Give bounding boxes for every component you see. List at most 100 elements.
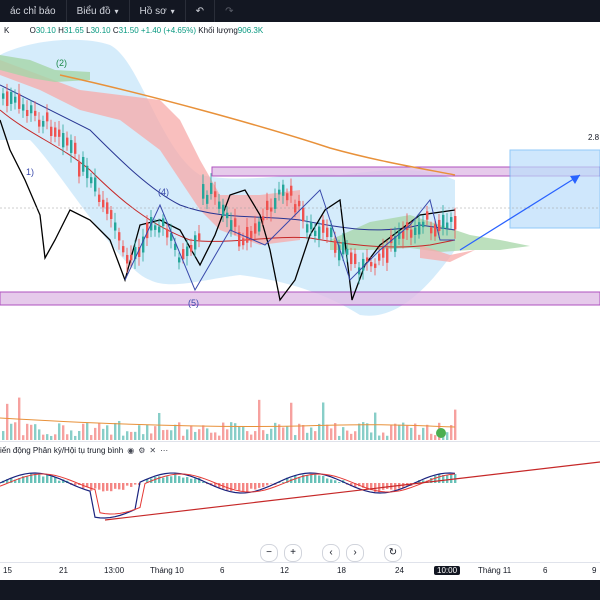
macd-histogram-bar xyxy=(126,483,129,486)
moving-average-lines xyxy=(0,74,600,302)
candle-body xyxy=(406,222,409,231)
eye-icon[interactable]: ◉ xyxy=(127,446,135,455)
low-label: L xyxy=(86,26,91,35)
volume-bar xyxy=(306,432,309,440)
volume-bar xyxy=(354,431,357,440)
volume-bar xyxy=(22,435,25,440)
volume-bar xyxy=(14,422,17,440)
macd-histogram-bar xyxy=(2,480,5,483)
volume-bar xyxy=(438,422,441,440)
candle-body xyxy=(266,200,269,210)
redo-button[interactable]: ↷ xyxy=(215,0,243,22)
candle-body xyxy=(270,207,273,212)
settings-icon[interactable]: ⚙ xyxy=(138,446,146,455)
volume-bar xyxy=(118,420,121,440)
macd-histogram-bar xyxy=(310,474,313,483)
macd-histogram-bar xyxy=(250,483,253,489)
volume-bar xyxy=(102,428,105,440)
volume-bar xyxy=(134,431,137,440)
undo-button[interactable]: ↶ xyxy=(186,0,216,22)
volume-bar xyxy=(50,435,53,440)
candle-body xyxy=(322,219,325,233)
volume-bar xyxy=(154,426,157,440)
indicators-menu[interactable]: ác chỉ báo xyxy=(0,0,67,22)
macd-histogram-bar xyxy=(334,480,337,483)
macd-histogram-bar xyxy=(394,483,397,492)
cloud-red xyxy=(0,60,300,245)
macd-histogram-bar xyxy=(134,483,137,485)
macd-histogram-bar xyxy=(282,482,285,483)
more-icon[interactable]: ⋯ xyxy=(160,446,169,455)
volume-bar xyxy=(346,430,349,440)
candle-body xyxy=(146,222,149,239)
volume-bar xyxy=(66,434,69,440)
macd-histogram-bar xyxy=(226,483,229,491)
candle-body xyxy=(2,93,5,99)
profile-menu[interactable]: Hồ sơ ▾ xyxy=(130,0,186,22)
candle-body xyxy=(342,242,345,255)
low-value: 30.10 xyxy=(90,26,111,35)
macd-histogram-bar xyxy=(210,483,213,486)
macd-histogram-bar xyxy=(130,483,133,487)
macd-histogram-bar xyxy=(98,483,101,490)
chart-menu[interactable]: Biểu đồ ▾ xyxy=(67,0,130,22)
candle-body xyxy=(18,93,21,109)
candle-body xyxy=(54,127,57,137)
redo-icon: ↷ xyxy=(225,5,234,17)
candle-body xyxy=(58,129,61,137)
macd-histogram-bar xyxy=(102,483,105,492)
macd-histogram-bar xyxy=(358,483,361,487)
volume-bar xyxy=(110,434,113,440)
macd-histogram-bar xyxy=(414,482,417,483)
volume-bar xyxy=(322,402,325,440)
volume-bar xyxy=(282,427,285,440)
macd-histogram-bar xyxy=(14,479,17,483)
candle-body xyxy=(350,252,353,265)
volume-bar xyxy=(286,426,289,440)
candle-body xyxy=(22,104,25,111)
volume-bar xyxy=(398,424,401,440)
high-label: H xyxy=(58,26,64,35)
forecast-arrow xyxy=(459,174,581,251)
panel-divider[interactable] xyxy=(0,441,600,442)
macd-histogram-bar xyxy=(30,473,33,483)
candle-body xyxy=(254,223,257,234)
candle-body xyxy=(6,91,9,106)
volume-bar xyxy=(302,424,305,440)
macd-histogram-bar xyxy=(150,478,153,483)
candle-body xyxy=(62,132,65,148)
volume-bar xyxy=(30,424,33,440)
volume-bar xyxy=(218,435,221,440)
candle-body xyxy=(390,235,393,244)
macd-histogram-bar xyxy=(446,475,449,483)
macd-histogram-bar xyxy=(350,483,353,487)
reset-chart-button[interactable]: ↻ xyxy=(384,544,402,562)
zoom-in-button[interactable]: + xyxy=(284,544,302,562)
macd-histogram-bar xyxy=(18,478,21,483)
scroll-left-button[interactable]: ‹ xyxy=(322,544,340,562)
undo-icon: ↶ xyxy=(195,5,205,17)
time-axis[interactable]: 15 21 13:00 Tháng 10 6 12 18 24 10:00 Th… xyxy=(0,564,600,578)
volume-bar xyxy=(42,434,45,440)
candle-body xyxy=(86,165,89,179)
scroll-right-button[interactable]: › xyxy=(346,544,364,562)
volume-bar xyxy=(90,435,93,440)
cloud-green xyxy=(330,215,530,252)
candle-body xyxy=(230,220,233,231)
volume-bars xyxy=(0,397,457,440)
macd-histogram-bar xyxy=(246,483,249,493)
volume-bar xyxy=(158,412,161,440)
zoom-out-button[interactable]: − xyxy=(260,544,278,562)
time-tick: 24 xyxy=(395,566,404,575)
volume-bar xyxy=(330,428,333,440)
candle-body xyxy=(82,156,85,172)
time-tick: 9 xyxy=(592,566,597,575)
macd-histogram-bar xyxy=(6,479,9,483)
candle-body xyxy=(418,222,421,235)
macd-histogram-bar xyxy=(230,483,233,492)
delete-icon[interactable]: ✕ xyxy=(149,446,157,455)
candle-body xyxy=(362,258,365,271)
macd-histogram-bar xyxy=(22,476,25,483)
ma-short-line xyxy=(0,109,456,248)
